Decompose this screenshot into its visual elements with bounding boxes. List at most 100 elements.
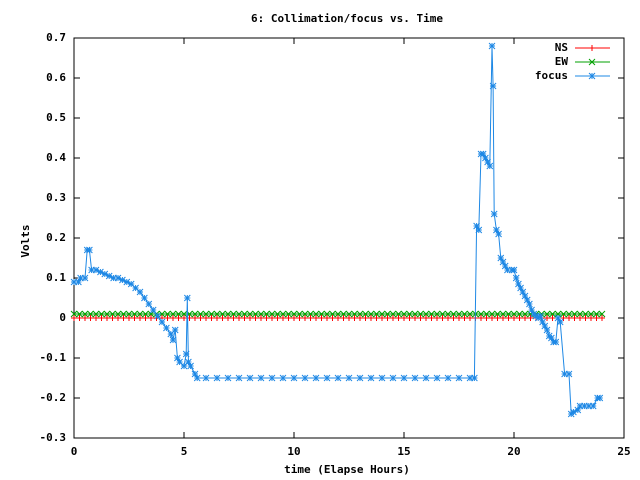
point-marker [434, 315, 440, 321]
point-marker [88, 266, 95, 274]
point-marker [136, 288, 144, 296]
point-marker [571, 310, 578, 318]
point-marker [279, 310, 287, 318]
point-marker [312, 374, 320, 382]
point-marker [86, 246, 93, 254]
point-marker [158, 318, 166, 326]
point-marker [565, 370, 573, 378]
point-marker [318, 315, 325, 321]
point-marker [185, 358, 192, 366]
point-marker [400, 374, 408, 382]
x-tick-label: 20 [507, 445, 520, 458]
point-marker [170, 315, 176, 321]
y-axis-label: Volts [19, 224, 32, 257]
point-marker [302, 315, 308, 321]
point-marker [141, 294, 148, 302]
point-marker [109, 315, 116, 321]
y-tick-label: 0.1 [46, 271, 66, 284]
legend-marker [588, 58, 596, 66]
point-marker [296, 310, 303, 318]
point-marker [423, 315, 429, 321]
point-marker [543, 310, 551, 318]
point-marker [180, 362, 188, 370]
point-marker [493, 226, 500, 234]
point-marker [105, 272, 113, 280]
point-marker [110, 274, 117, 282]
point-marker [522, 315, 528, 321]
point-marker [120, 315, 127, 321]
y-tick-label: 0.5 [46, 111, 66, 124]
point-marker [324, 315, 330, 321]
point-marker [574, 406, 582, 414]
point-marker [582, 310, 589, 318]
point-marker [104, 315, 110, 321]
point-marker [390, 315, 396, 321]
point-marker [439, 315, 446, 321]
point-marker [526, 300, 533, 308]
point-marker [219, 310, 226, 318]
point-marker [428, 310, 435, 318]
point-marker [495, 230, 502, 238]
point-marker [488, 42, 496, 50]
point-marker [537, 312, 544, 320]
point-marker [92, 266, 100, 274]
point-marker [560, 315, 567, 321]
point-marker [114, 310, 122, 318]
point-marker [340, 315, 347, 321]
point-marker [489, 315, 495, 321]
point-marker [252, 310, 259, 318]
point-marker [169, 310, 177, 318]
point-marker [494, 310, 501, 318]
point-marker [461, 310, 468, 318]
x-tick-label: 0 [71, 445, 78, 458]
y-tick-label: 0.2 [46, 231, 66, 244]
point-marker [290, 310, 298, 318]
point-marker [433, 374, 441, 382]
point-marker [323, 310, 331, 318]
point-marker [263, 315, 270, 321]
point-marker [373, 315, 380, 321]
point-marker [378, 310, 386, 318]
point-marker [318, 310, 325, 318]
point-marker [576, 402, 584, 410]
point-marker [577, 315, 583, 321]
point-marker [132, 284, 139, 292]
point-marker [192, 315, 198, 321]
point-marker [70, 278, 78, 286]
point-marker [389, 310, 397, 318]
point-marker [560, 310, 567, 318]
point-marker [268, 374, 276, 382]
point-marker [246, 374, 254, 382]
point-marker [98, 315, 105, 321]
point-marker [329, 310, 336, 318]
point-marker [412, 315, 418, 321]
point-marker [490, 210, 498, 218]
point-marker [214, 315, 220, 321]
point-marker [439, 310, 446, 318]
point-marker [510, 310, 518, 318]
point-marker [274, 310, 281, 318]
point-marker [236, 315, 242, 321]
point-marker [109, 310, 116, 318]
point-marker [512, 274, 520, 282]
point-marker [87, 315, 94, 321]
point-marker [280, 315, 286, 321]
point-marker [345, 374, 353, 382]
point-marker [142, 310, 149, 318]
point-marker [521, 310, 529, 318]
point-marker [334, 374, 342, 382]
point-marker [505, 315, 512, 321]
point-marker [351, 315, 358, 321]
x-tick-label: 5 [181, 445, 188, 458]
point-marker [329, 315, 336, 321]
point-marker [455, 310, 463, 318]
point-marker [378, 374, 386, 382]
point-marker [400, 310, 408, 318]
point-marker [450, 310, 457, 318]
point-marker [395, 315, 402, 321]
y-tick-label: 0.3 [46, 191, 66, 204]
point-marker [181, 315, 187, 321]
point-marker [131, 315, 138, 321]
point-marker [279, 374, 287, 382]
